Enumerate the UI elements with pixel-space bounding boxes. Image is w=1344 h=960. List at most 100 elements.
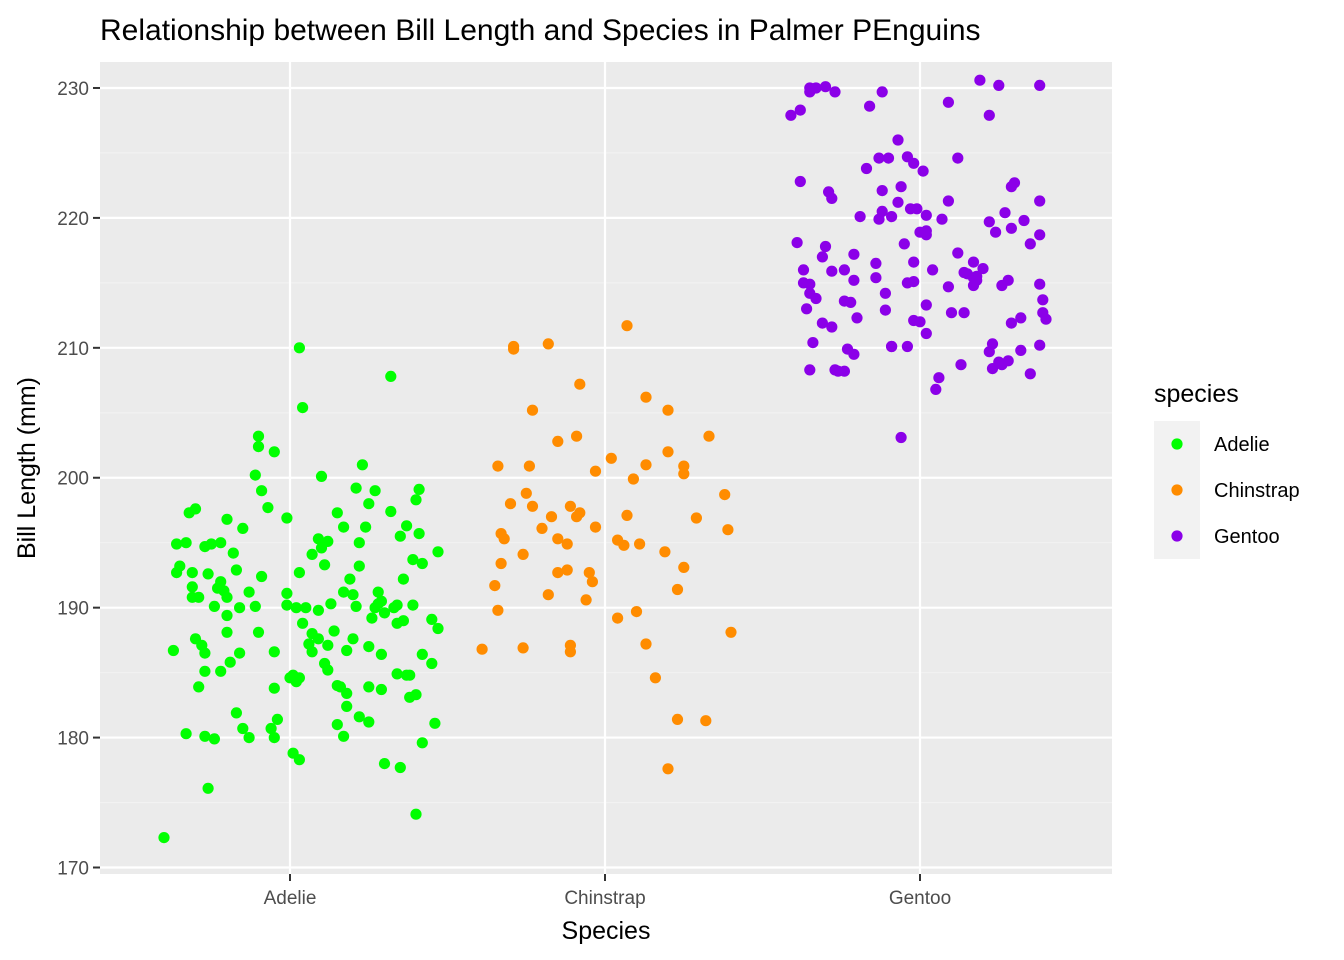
data-point-gentoo [945,307,958,319]
data-point-adelie [284,672,296,684]
data-point-adelie [281,512,293,524]
data-point-chinstrap [504,498,517,510]
data-point-adelie [237,522,249,535]
data-point-adelie [281,599,293,611]
data-point-adelie [385,505,397,518]
legend-label: Adelie [1214,434,1270,456]
data-point-gentoo [794,104,806,116]
data-point-adelie [256,570,268,583]
data-point-chinstrap [561,564,573,576]
data-point-chinstrap [561,538,573,550]
data-point-chinstrap [640,391,652,403]
data-point-gentoo [1005,181,1018,193]
data-point-gentoo [1005,222,1018,234]
data-point-gentoo [876,86,888,98]
data-point-adelie [413,483,425,495]
data-point-adelie [230,707,242,719]
data-point-adelie [372,586,384,598]
data-point-adelie [158,832,170,844]
data-point-adelie [234,647,246,659]
data-point-chinstrap [659,546,671,558]
data-point-chinstrap [552,435,564,447]
data-point-adelie [350,482,362,494]
data-point-adelie [271,713,283,726]
data-point-adelie [407,554,419,566]
data-point-gentoo [851,312,863,324]
data-point-adelie [171,538,183,550]
data-point-gentoo [785,109,797,121]
data-point-adelie [429,717,441,729]
data-point-adelie [338,521,350,533]
data-point-gentoo [838,365,851,377]
data-point-chinstrap [492,604,504,616]
data-point-gentoo [1005,317,1018,329]
data-point-gentoo [958,266,970,279]
legend-label: Chinstrap [1214,480,1300,502]
data-point-gentoo [983,216,995,228]
data-point-adelie [174,560,186,572]
data-point-adelie [193,681,205,693]
data-point-adelie [344,573,356,585]
data-point-adelie [303,638,315,650]
data-point-adelie [300,602,312,614]
data-point-chinstrap [476,643,488,655]
data-point-gentoo [879,304,892,316]
data-point-gentoo [999,207,1011,219]
data-point-chinstrap [634,538,646,550]
data-point-chinstrap [671,583,684,596]
data-point-adelie [413,528,425,540]
data-point-adelie [391,599,403,611]
data-point-chinstrap [621,320,633,332]
legend-marker-chinstrap [1171,484,1183,496]
data-point-gentoo [892,196,904,208]
data-point-chinstrap [627,473,640,485]
data-point-gentoo [1034,195,1046,207]
data-point-gentoo [797,264,810,276]
data-point-adelie [369,485,381,497]
data-point-gentoo [791,237,803,249]
data-point-adelie [338,730,350,742]
data-point-gentoo [920,299,932,311]
data-point-gentoo [895,181,907,193]
data-point-adelie [416,557,428,570]
data-point-chinstrap [517,548,529,561]
data-point-chinstrap [564,500,577,512]
data-point-adelie [265,722,277,735]
data-point-adelie [243,732,255,744]
data-point-adelie [249,600,261,613]
data-point-adelie [252,441,265,453]
y-tick-label: 170 [57,859,89,880]
data-point-adelie [221,513,233,525]
data-point-adelie [262,502,274,514]
data-point-gentoo [1024,238,1036,250]
data-point-adelie [215,576,227,588]
data-point-adelie [234,602,246,614]
data-point-chinstrap [526,500,539,512]
data-point-adelie [193,591,205,603]
data-point-adelie [331,507,343,519]
data-point-chinstrap [722,524,734,536]
data-point-adelie [297,402,309,414]
data-point-chinstrap [690,512,703,524]
data-point-adelie [268,682,280,694]
data-point-gentoo [990,226,1002,238]
data-point-gentoo [986,338,999,350]
data-point-chinstrap [719,489,731,501]
data-point-gentoo [1034,339,1046,351]
data-point-gentoo [810,292,822,305]
data-point-gentoo [971,274,983,286]
data-point-gentoo [1037,307,1049,319]
data-point-gentoo [845,296,857,308]
data-point-adelie [293,342,305,354]
data-point-chinstrap [589,521,602,533]
data-point-gentoo [882,152,895,164]
data-point-chinstrap [671,713,684,726]
data-point-adelie [372,598,384,610]
data-point-adelie [331,719,343,731]
data-point-adelie [328,625,340,637]
y-axis-title: Bill Length (mm) [13,377,41,559]
data-point-gentoo [819,240,832,253]
data-point-adelie [353,711,365,723]
data-point-gentoo [955,359,967,371]
data-point-gentoo [819,81,832,93]
